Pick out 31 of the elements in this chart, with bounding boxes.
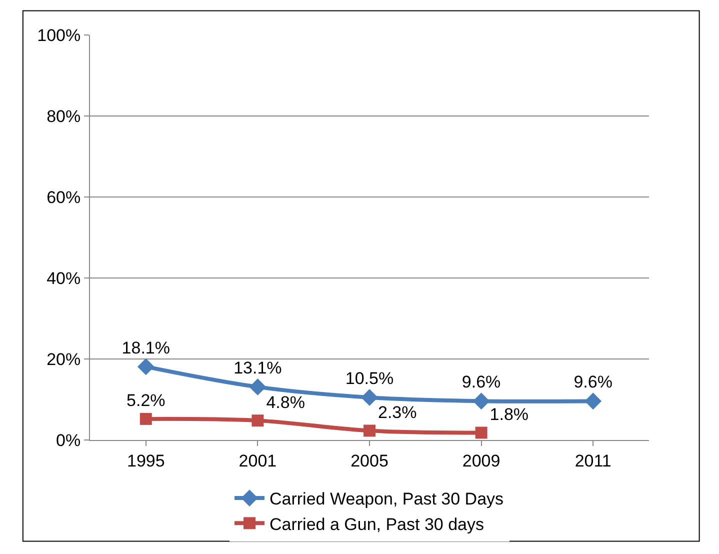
point (137, 358, 154, 376)
y-tick-label: 40% (46, 268, 81, 288)
y-tick-label: 80% (46, 106, 81, 126)
y-tick-label: 100% (37, 26, 81, 45)
data-label: 9.6% (574, 372, 612, 392)
y-tick-label: 20% (46, 350, 81, 369)
x-tick-label: 2009 (462, 451, 500, 470)
data-label: 4.8% (266, 392, 305, 412)
point (249, 378, 266, 396)
data-label: 1.8% (490, 404, 529, 424)
point (140, 412, 152, 425)
legend-label: Carried a Gun, Past 30 days (270, 514, 484, 534)
data-label: 18.1% (122, 338, 170, 358)
point (252, 414, 264, 427)
x-tick-label: 1995 (126, 451, 165, 470)
data-label: 13.1% (234, 358, 282, 378)
x-tick-label: 2011 (574, 451, 612, 470)
x-tick-label: 2001 (238, 451, 277, 470)
point (584, 392, 602, 410)
y-tick-label: 60% (46, 188, 81, 207)
data-label: 9.6% (462, 372, 501, 392)
point (361, 389, 378, 406)
point (475, 426, 488, 439)
data-label: 2.3% (378, 402, 417, 422)
point (472, 392, 490, 410)
x-tick-label: 2005 (350, 451, 388, 470)
legend-label: Carried Weapon, Past 30 Days (270, 490, 504, 509)
data-label: 5.2% (126, 391, 166, 410)
data-label: 10.5% (345, 369, 394, 388)
point (364, 424, 376, 437)
y-tick-label: 0% (56, 430, 81, 450)
